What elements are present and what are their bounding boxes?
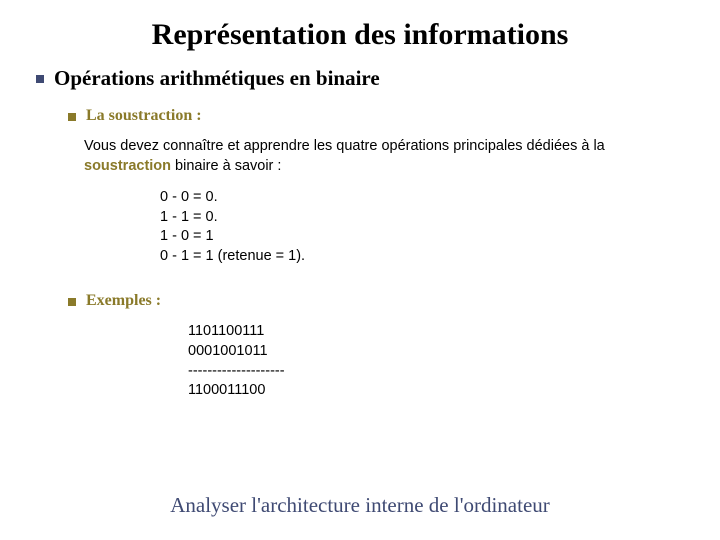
rule-line: 1 - 0 = 1 (160, 227, 680, 247)
section-subtraction: La soustraction : (68, 107, 680, 125)
example-line: 1101100111 (188, 322, 680, 342)
square-bullet-icon (36, 75, 44, 83)
intro-after: binaire à savoir : (171, 158, 281, 174)
example-block: 1101100111 0001001011 ------------------… (188, 322, 680, 400)
rules-block: 0 - 0 = 0. 1 - 1 = 0. 1 - 0 = 1 0 - 1 = … (160, 188, 680, 266)
square-bullet-icon (68, 298, 76, 306)
rule-line: 1 - 1 = 0. (160, 208, 680, 228)
example-line: 0001001011 (188, 342, 680, 362)
intro-paragraph: Vous devez connaître et apprendre les qu… (84, 137, 680, 176)
subtitle-text: Opérations arithmétiques en binaire (54, 66, 380, 91)
rule-line: 0 - 1 = 1 (retenue = 1). (160, 247, 680, 267)
intro-before: Vous devez connaître et apprendre les qu… (84, 138, 605, 154)
section-label: Exemples : (86, 292, 161, 310)
rule-line: 0 - 0 = 0. (160, 188, 680, 208)
example-line: -------------------- (188, 362, 680, 382)
slide-footer: Analyser l'architecture interne de l'ord… (0, 493, 720, 518)
square-bullet-icon (68, 113, 76, 121)
section-label: La soustraction : (86, 107, 202, 125)
example-line: 1100011100 (188, 381, 680, 401)
intro-keyword: soustraction (84, 158, 171, 174)
section-examples: Exemples : (68, 292, 680, 310)
subtitle-row: Opérations arithmétiques en binaire (36, 66, 680, 91)
slide-title: Représentation des informations (40, 18, 680, 52)
